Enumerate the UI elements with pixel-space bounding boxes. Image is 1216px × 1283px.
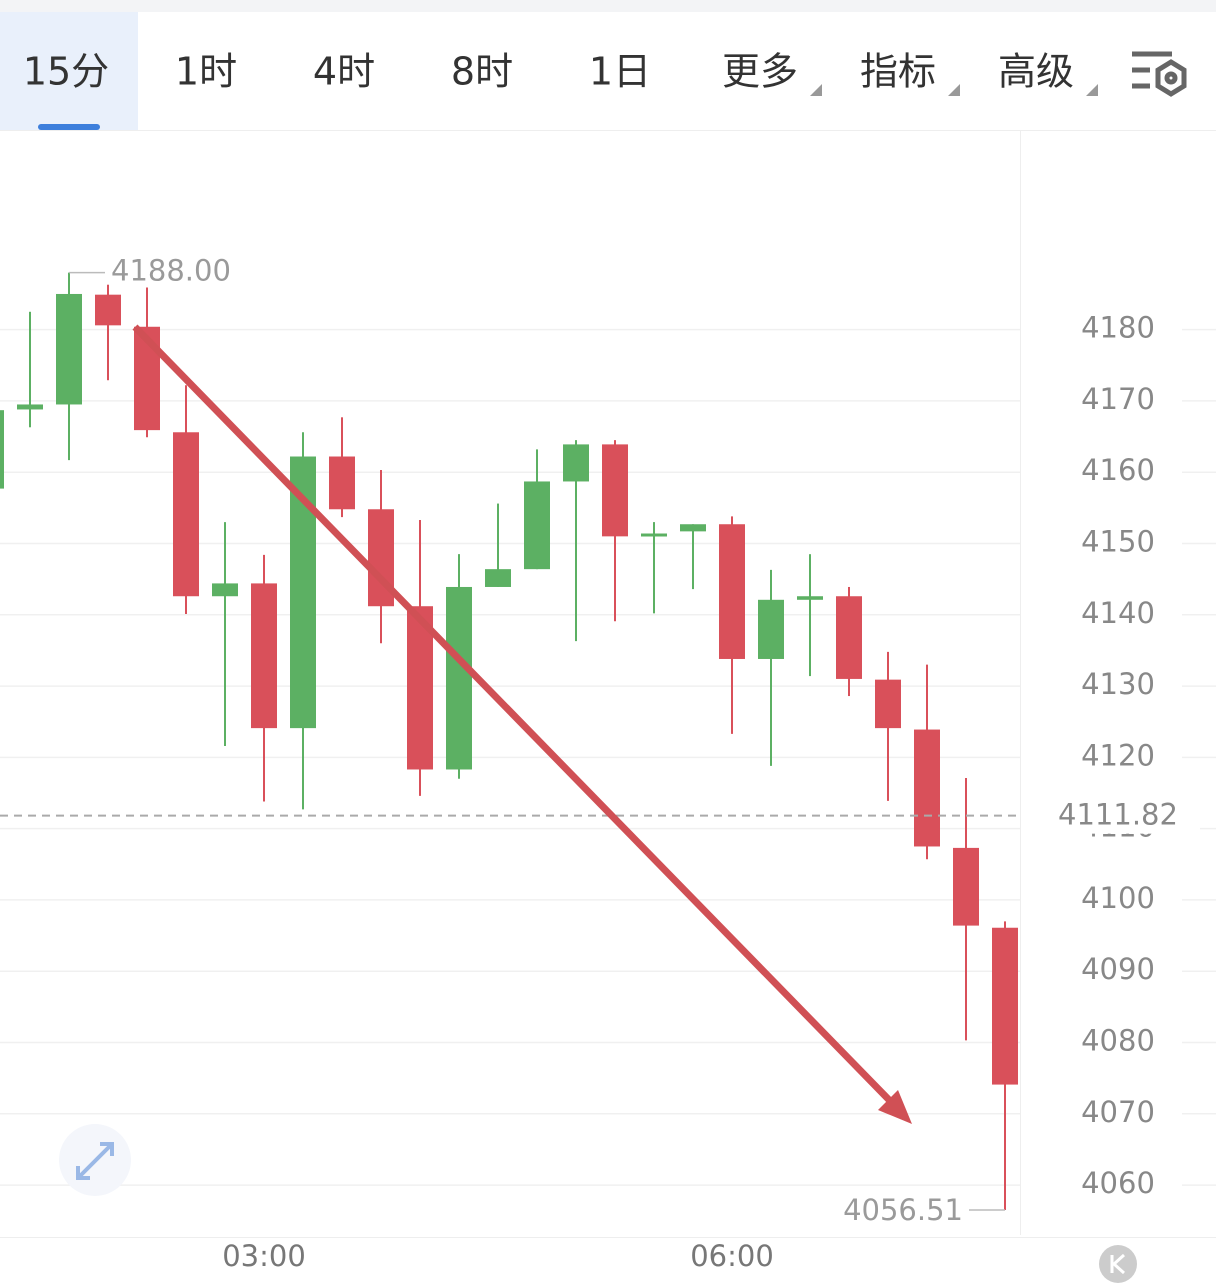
y-tick-label: 4140 (1081, 596, 1155, 630)
last-price-bg (1040, 793, 1200, 834)
tab-selected-bg (0, 12, 138, 130)
tab[interactable]: 1日 (589, 50, 651, 94)
settings-icon[interactable] (1132, 51, 1187, 97)
candle-body (992, 927, 1018, 1085)
k-badge[interactable] (1099, 1245, 1137, 1283)
y-tick-label: 4070 (1081, 1095, 1155, 1129)
tab-bar: 15分 1时 4时 8时 1日 更多 指标 高级 (23, 50, 1074, 94)
candle-body (173, 432, 199, 597)
candle-body (17, 404, 43, 410)
tab[interactable]: 更多 (722, 50, 798, 94)
y-tick-label: 4180 (1081, 311, 1155, 345)
tab[interactable]: 8时 (451, 50, 513, 94)
tab[interactable]: 指标 (860, 50, 936, 94)
tab-underline (38, 124, 100, 130)
trend-arrow (132, 324, 899, 1110)
candle-body (446, 586, 472, 770)
candle-body (680, 524, 706, 532)
overlay: 4111.82 4188.00 4056.51 (0, 254, 1200, 1227)
candle-body (914, 729, 940, 847)
y-tick-label: 4090 (1081, 952, 1155, 986)
y-tick-label: 4060 (1081, 1166, 1155, 1200)
tab[interactable]: 4时 (313, 50, 375, 94)
candle-body (0, 410, 4, 489)
y-tick-label: 4170 (1081, 382, 1155, 416)
expand-icon (76, 1142, 114, 1180)
y-tick-label: 4120 (1081, 738, 1155, 772)
candle-body (719, 524, 745, 659)
y-tick-label: 4130 (1081, 667, 1155, 701)
candle-body (95, 294, 121, 326)
candle-body (524, 481, 550, 570)
y-tick-label: 4150 (1081, 524, 1155, 558)
candle-body (329, 456, 355, 510)
candle-body (407, 606, 433, 770)
y-tick-label: 4100 (1081, 881, 1155, 915)
candle-body (485, 569, 511, 587)
tab[interactable]: 15分 (23, 50, 109, 94)
x-tick-label: 03:00 (222, 1239, 306, 1273)
candle-body (641, 533, 667, 537)
candles (0, 272, 1018, 1210)
annotation: 4188.00 (111, 254, 231, 288)
candle-body (56, 293, 82, 405)
candle-body (602, 444, 628, 537)
candle-body (563, 444, 589, 482)
k-badge-icon (1110, 1253, 1126, 1275)
x-tick-label: 06:00 (690, 1239, 774, 1273)
trend-arrowhead (878, 1090, 912, 1124)
status-strip (0, 0, 1216, 12)
tab[interactable]: 高级 (998, 50, 1074, 94)
last-price-label: 4111.82 (1058, 798, 1178, 832)
candle-body (212, 583, 238, 597)
annotation: 4056.51 (843, 1193, 963, 1227)
candle-body (875, 679, 901, 729)
tab[interactable]: 1时 (175, 50, 237, 94)
dropdown-markers (810, 84, 1098, 96)
candle-body (758, 599, 784, 659)
y-tick-label: 4080 (1081, 1024, 1155, 1058)
candle-body (836, 596, 862, 679)
y-tick-label: 4160 (1081, 453, 1155, 487)
candle-body (953, 847, 979, 926)
candle-body (251, 583, 277, 729)
candle-body (797, 596, 823, 600)
